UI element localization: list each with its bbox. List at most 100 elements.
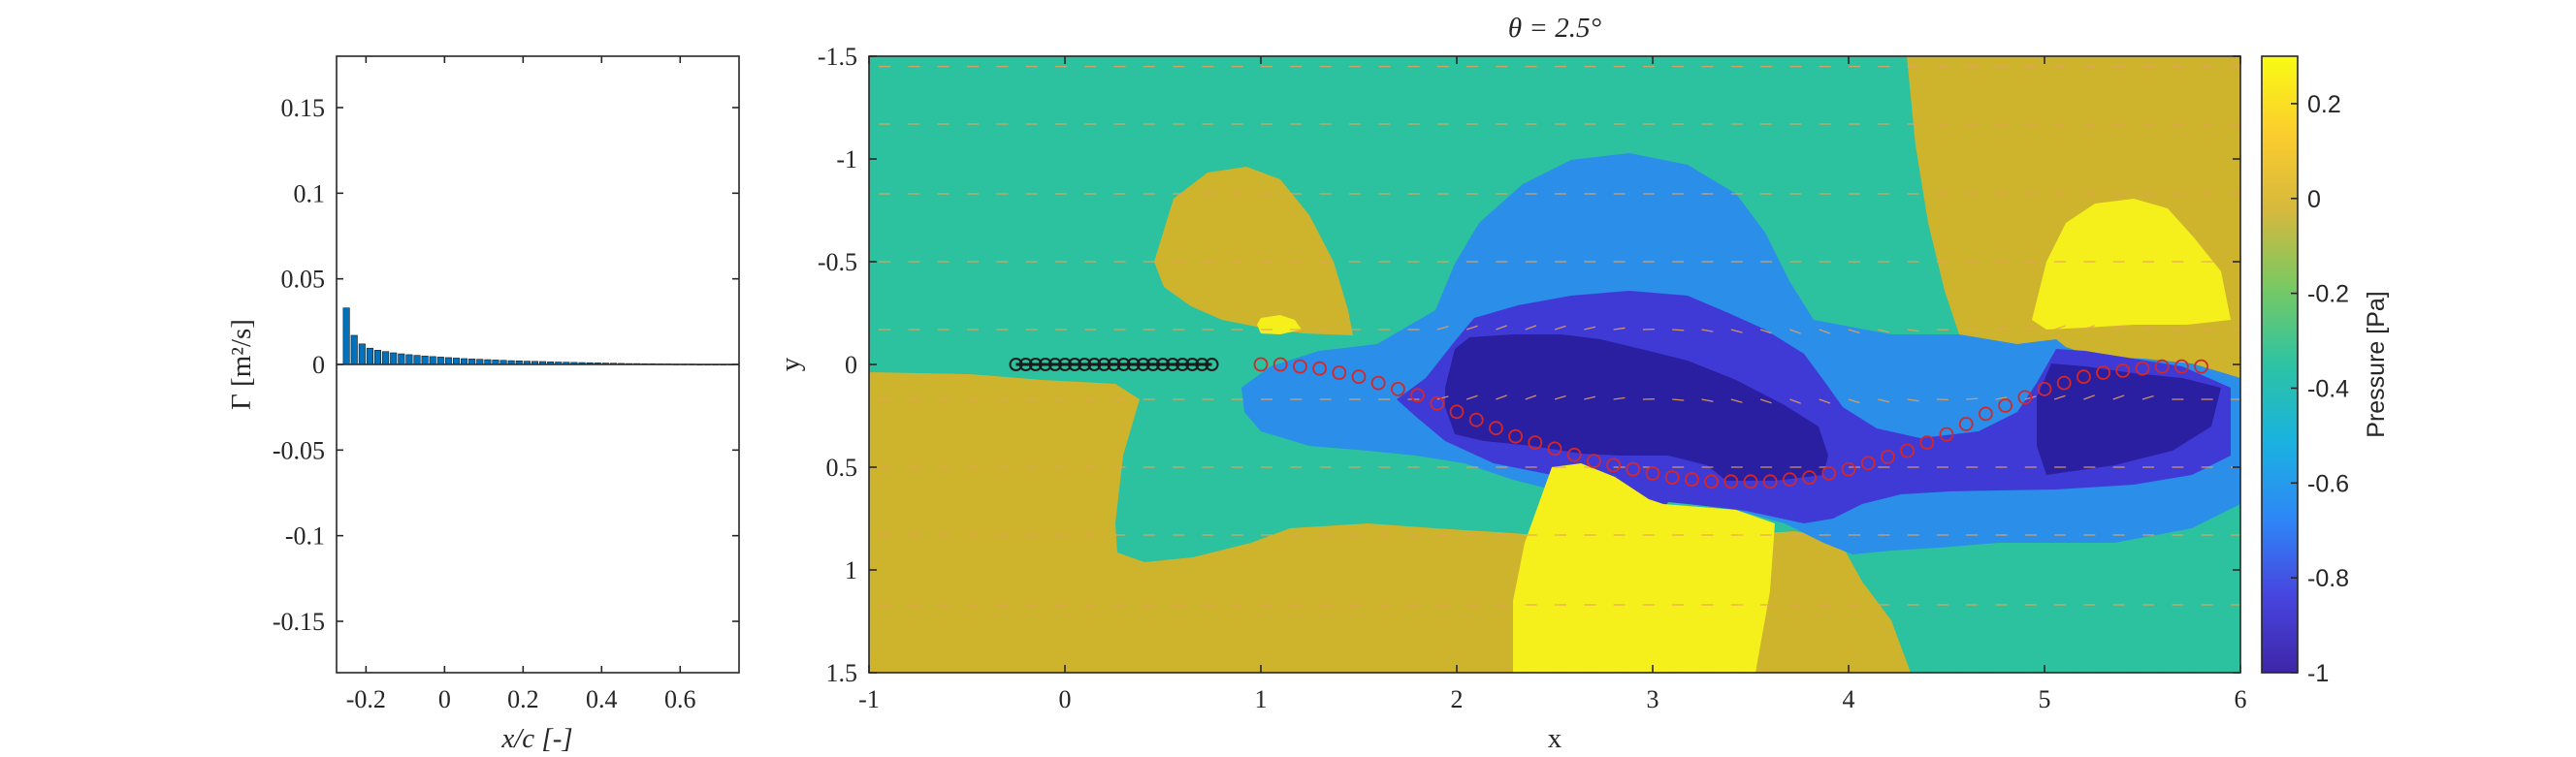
colorbar-tick-label: -0.8 bbox=[2307, 565, 2349, 592]
bar bbox=[405, 354, 413, 365]
velocity-arrow bbox=[1672, 329, 1685, 331]
wake-vortex bbox=[1272, 357, 1288, 372]
velocity-arrows bbox=[879, 65, 2240, 673]
colorbar-frame bbox=[2261, 55, 2299, 674]
velocity-arrow bbox=[1759, 329, 1772, 334]
colorbar-tick-label: 0.2 bbox=[2307, 91, 2341, 118]
contour-y-axis-label: y bbox=[775, 357, 806, 371]
wake-vortex bbox=[1468, 412, 1484, 427]
wake-vortex bbox=[1998, 397, 2013, 413]
contour-x-tick-label: 0 bbox=[1059, 685, 1072, 713]
wake-vortex bbox=[2115, 363, 2131, 378]
colorbar-tick-label: -0.4 bbox=[2307, 375, 2349, 402]
wake-vortex bbox=[2056, 375, 2072, 391]
contour-field bbox=[869, 56, 2240, 673]
colorbar-ticks: 0.2 0 -0.2 -0.4 -0.6 -0.8 -1 bbox=[2291, 91, 2349, 687]
velocity-arrow bbox=[1878, 329, 1890, 333]
bar bbox=[350, 334, 358, 365]
wake-vortex bbox=[1547, 441, 1562, 457]
bar-x-tick-label: -0.2 bbox=[346, 685, 386, 713]
wake-vortex bbox=[1508, 428, 1523, 444]
wake-vortex bbox=[2154, 359, 2170, 374]
bar bbox=[461, 358, 468, 365]
wake-vortex bbox=[1664, 470, 1680, 486]
velocity-arrow bbox=[2083, 394, 2095, 400]
wake-vortex bbox=[1587, 454, 1601, 469]
velocity-arrow bbox=[1496, 394, 1507, 400]
velocity-arrow bbox=[1436, 326, 1449, 331]
bar bbox=[382, 351, 390, 365]
bar bbox=[342, 307, 350, 365]
bar-x-tick-label: 0.2 bbox=[507, 685, 539, 713]
wake-vortex bbox=[1900, 443, 1915, 458]
bar bbox=[413, 355, 421, 365]
bar bbox=[366, 347, 373, 365]
velocity-arrow bbox=[1878, 398, 1890, 403]
contour-x-tick-label: 5 bbox=[2039, 685, 2051, 713]
bar-x-ticks: -0.2 0 0.2 0.4 0.6 bbox=[346, 56, 696, 713]
velocity-arrow bbox=[2112, 394, 2125, 400]
wake-vortex bbox=[1370, 375, 1386, 391]
bar bbox=[429, 356, 436, 365]
contour-x-tick-label: 2 bbox=[1451, 685, 1464, 713]
wake-vortex bbox=[1841, 461, 1856, 477]
contour-y-ticks: -1.5 -1 -0.5 0 0.5 1 1.5 bbox=[818, 43, 2240, 687]
wake-vortex bbox=[1449, 404, 1465, 420]
bar bbox=[421, 356, 429, 365]
colorbar-tick-label: -0.2 bbox=[2307, 281, 2349, 308]
velocity-arrow bbox=[1701, 329, 1714, 332]
circulation-bar-chart: 0.15 0.1 0.05 0 -0.05 -0.1 -0.15 -0.2 0 0.2 0.4 0.… bbox=[226, 55, 740, 754]
velocity-arrow bbox=[2053, 394, 2066, 400]
wake-vortex bbox=[1528, 435, 1543, 451]
wake-vortex bbox=[1704, 474, 1719, 489]
velocity-arrow bbox=[1907, 329, 1919, 332]
velocity-arrow bbox=[1848, 329, 1860, 334]
wake-vortex bbox=[2096, 365, 2111, 380]
wake-vortex bbox=[1430, 395, 1445, 411]
wake-vortex bbox=[2135, 361, 2150, 376]
contour-x-tick-label: 4 bbox=[1843, 685, 1855, 713]
colorbar-tick-label: -0.6 bbox=[2307, 470, 2349, 497]
velocity-arrow bbox=[1525, 325, 1537, 331]
contour-title: θ = 2.5° bbox=[1508, 13, 1602, 44]
contour-x-tick-label: 3 bbox=[1647, 685, 1659, 713]
wake-vortex bbox=[1743, 474, 1758, 489]
wake-vortex bbox=[1723, 474, 1739, 489]
contour-y-tick-label: -1.5 bbox=[818, 43, 857, 71]
bar bbox=[468, 359, 476, 365]
velocity-arrow bbox=[2083, 325, 2095, 331]
bar-y-tick-label: -0.15 bbox=[273, 608, 325, 636]
bar-y-tick-label: 0 bbox=[312, 351, 325, 379]
velocity-arrow bbox=[2141, 325, 2154, 331]
bar-y-tick-label: -0.1 bbox=[285, 522, 325, 551]
colorbar-tick-label: 0 bbox=[2307, 186, 2321, 213]
wake-vortex bbox=[1606, 457, 1621, 473]
velocity-arrow bbox=[1819, 398, 1831, 404]
velocity-arrow bbox=[1672, 398, 1685, 401]
velocity-arrow bbox=[1995, 396, 2008, 400]
velocity-arrow bbox=[1525, 394, 1537, 400]
velocity-arrow bbox=[1436, 395, 1449, 400]
velocity-arrow bbox=[2112, 325, 2125, 331]
colorbar-label: Pressure [Pa] bbox=[2363, 291, 2390, 437]
velocity-arrow bbox=[1730, 329, 1743, 333]
wake-vortex bbox=[1919, 435, 1935, 451]
wake-vortex bbox=[1958, 417, 1974, 431]
wake-vortex bbox=[1410, 388, 1425, 403]
wake-vortex bbox=[1860, 456, 1876, 471]
contour-region-yellow-right bbox=[2032, 199, 2231, 330]
bar-y-tick-label: 0.1 bbox=[294, 179, 326, 207]
velocity-arrow bbox=[1759, 398, 1772, 404]
wake-vortex bbox=[1762, 474, 1778, 489]
wake-vortex bbox=[1802, 470, 1817, 486]
bar-x-tick-label: 0.4 bbox=[586, 685, 618, 713]
velocity-arrow bbox=[1613, 327, 1626, 331]
wake-vortex bbox=[1881, 449, 1895, 464]
velocity-arrow bbox=[1848, 398, 1860, 404]
contour-y-tick-label: 0.5 bbox=[826, 454, 858, 482]
contour-region-yellow-bottom bbox=[1513, 463, 1775, 673]
velocity-arrow bbox=[1907, 398, 1919, 402]
pressure-contour-plot: θ = 2.5° -1 0 1 2 3 4 5 bbox=[775, 13, 2247, 754]
velocity-arrow bbox=[1613, 396, 1626, 400]
